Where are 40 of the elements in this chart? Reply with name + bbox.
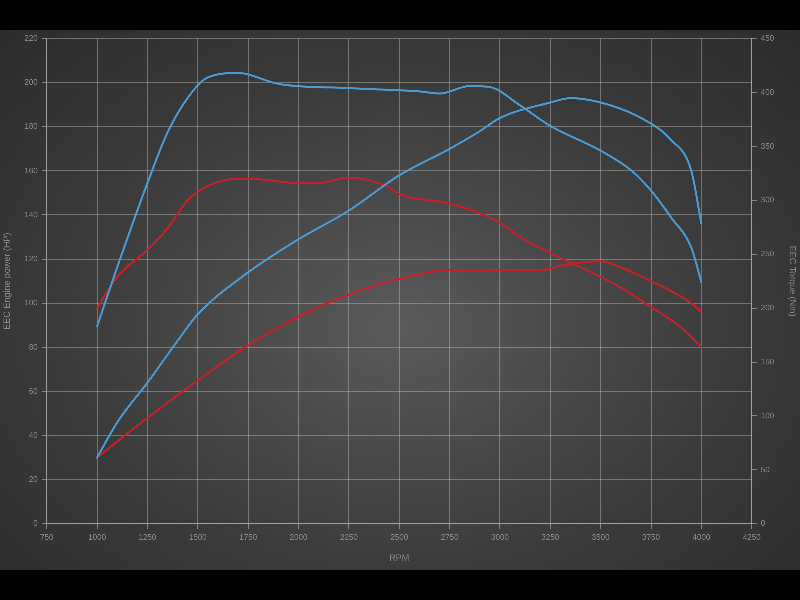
y2-tick-label: 250 <box>761 250 775 259</box>
y-axis-title: EEC Engine power (HP) <box>2 232 12 330</box>
x-tick-label: 2250 <box>340 533 359 542</box>
y2-tick-label: 0 <box>761 519 766 528</box>
y2-tick-label: 300 <box>761 196 775 205</box>
x-axis-title: RPM <box>390 553 410 564</box>
y2-tick-label: 350 <box>761 142 775 151</box>
y2-tick-label: 150 <box>761 357 775 366</box>
x-tick-label: 1250 <box>138 533 158 542</box>
y2-tick-label: 50 <box>761 465 770 474</box>
y2-tick-label: 100 <box>761 411 775 420</box>
x-tick-label: 2500 <box>390 533 409 542</box>
y-tick-label: 40 <box>29 430 39 440</box>
y-tick-label: 120 <box>24 254 39 264</box>
x-tick-label: 3750 <box>642 533 661 542</box>
y-tick-label: 200 <box>24 78 39 88</box>
x-tick-label: 1000 <box>88 533 107 542</box>
y-tick-label: 140 <box>24 210 39 220</box>
y2-tick-label: 400 <box>761 88 775 97</box>
y-tick-label: 220 <box>24 34 39 44</box>
x-tick-label: 3000 <box>491 533 510 542</box>
x-tick-label: 2000 <box>290 533 308 542</box>
y2-tick-label: 200 <box>761 304 775 313</box>
x-tick-label: 1750 <box>240 533 258 542</box>
y-tick-label: 100 <box>24 298 39 308</box>
x-tick-label: 2750 <box>440 533 460 542</box>
y-tick-label: 20 <box>29 475 39 484</box>
y2-tick-label: 450 <box>761 34 775 44</box>
x-tick-label: 4250 <box>743 533 762 542</box>
x-tick-label: 3500 <box>592 533 610 542</box>
y-tick-label: 80 <box>29 342 39 352</box>
y2-axis-title: EEC Torque (Nm) <box>788 246 798 317</box>
x-tick-label: 750 <box>40 533 54 542</box>
x-tick-label: 3250 <box>542 533 560 542</box>
x-tick-label: 4000 <box>692 533 712 542</box>
y-tick-label: 0 <box>34 519 39 528</box>
x-tick-label: 1500 <box>189 533 208 542</box>
y-tick-label: 180 <box>24 122 39 132</box>
y-tick-label: 60 <box>29 386 39 396</box>
y-tick-label: 160 <box>24 166 39 176</box>
